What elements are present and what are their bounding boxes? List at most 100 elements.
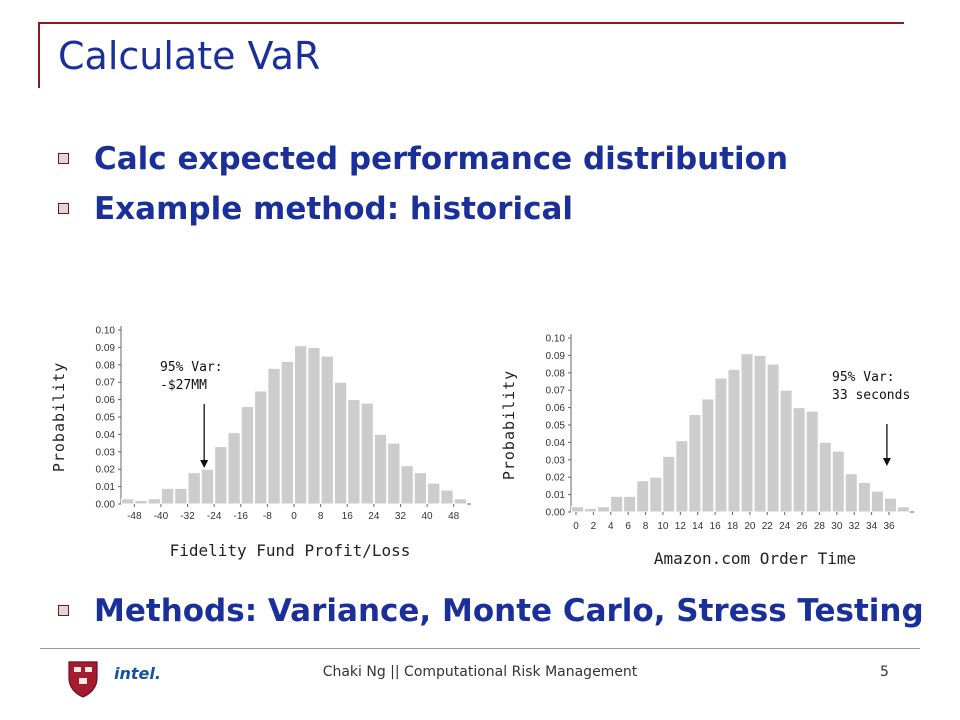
- bullet-text: Calc expected performance distribution: [94, 141, 789, 177]
- y-tick-label: 0.01: [96, 482, 116, 493]
- histogram-bar: [160, 487, 175, 505]
- plot-area: 0.00 0.01 0.02 0.03 0.04 0.05 0.06 0.07 0.08 0.09…: [500, 334, 914, 568]
- histogram-bar: [662, 455, 676, 513]
- y-tick-label: 0.10: [96, 326, 116, 337]
- histogram-bar: [254, 390, 268, 505]
- y-tick-label: 0.09: [96, 343, 116, 354]
- histogram-bar: [688, 414, 702, 513]
- histogram-bar: [187, 472, 201, 505]
- histogram-bar: [267, 367, 281, 505]
- x-tick-label: 48: [448, 511, 460, 522]
- square-bullet-icon: [58, 203, 69, 214]
- histogram-bar: [675, 440, 689, 513]
- x-tick-label: -40: [154, 511, 169, 522]
- histogram-bar: [240, 406, 255, 505]
- x-tick-label: -8: [263, 511, 272, 522]
- histogram-bar: [649, 476, 663, 513]
- histogram-bar: [610, 495, 624, 513]
- x-tick-label: 0: [573, 521, 579, 532]
- y-tick-label: 0.09: [546, 351, 566, 362]
- var-annotation-line2: 33 seconds: [832, 388, 910, 403]
- y-tick-label: 0.05: [546, 421, 566, 432]
- x-tick-label: -24: [207, 511, 222, 522]
- x-tick-label: 26: [796, 521, 808, 532]
- x-tick-label: 18: [727, 521, 739, 532]
- histogram-bar: [857, 481, 871, 513]
- x-tick-label: -32: [180, 511, 195, 522]
- x-tick-label: 20: [744, 521, 756, 532]
- bullet-text: Example method: historical: [94, 191, 574, 227]
- histogram-bar: [400, 465, 414, 505]
- y-tick-label: 0.07: [96, 378, 116, 389]
- fidelity-histogram-chart: 0.00 0.01 0.02 0.03 0.04 0.05 0.06 0.07 0.08 0.09…: [50, 326, 471, 560]
- histogram-bar: [294, 345, 308, 505]
- y-tick-label: 0.03: [546, 455, 566, 466]
- plot-area: 0.00 0.01 0.02 0.03 0.04 0.05 0.06 0.07 0.08 0.09…: [50, 326, 471, 560]
- x-tick-label: 4: [608, 521, 614, 532]
- histogram-bar: [453, 498, 468, 505]
- histogram-bar: [347, 399, 361, 505]
- x-tick-label: 32: [395, 511, 407, 522]
- histogram-bar: [214, 446, 228, 505]
- histogram-bar: [571, 506, 585, 513]
- x-tick-label: 12: [675, 521, 687, 532]
- title-frame-left: [38, 22, 40, 88]
- x-tick-label: -16: [234, 511, 249, 522]
- histogram-bar: [333, 381, 348, 505]
- y-tick-label: 0.08: [96, 360, 116, 371]
- square-bullet-icon: [58, 605, 69, 616]
- x-tick-label: -48: [127, 511, 142, 522]
- y-tick-label: 0.02: [96, 465, 116, 476]
- var-arrow-head: [882, 458, 891, 466]
- y-tick-label: 0.08: [546, 368, 566, 379]
- histogram-bar: [831, 450, 845, 513]
- histogram-bar: [121, 498, 135, 505]
- bottom-bullet-list: Methods: Variance, Monte Carlo, Stress T…: [58, 590, 924, 632]
- histogram-bar: [896, 506, 911, 513]
- x-axis-label: Amazon.com Order Time: [654, 549, 856, 568]
- histogram-bar: [373, 433, 388, 505]
- x-tick-label: 10: [657, 521, 669, 532]
- histogram-bar: [727, 368, 741, 513]
- histogram-bar: [320, 355, 334, 505]
- histogram-bar: [134, 500, 148, 505]
- histogram-bar: [584, 508, 598, 513]
- y-tick-label: 0.00: [546, 508, 566, 519]
- harvard-shield-icon: [68, 661, 98, 698]
- y-tick-label: 0.01: [546, 490, 566, 501]
- histogram-bar: [307, 346, 321, 505]
- histogram-bar: [805, 410, 819, 513]
- y-tick-label: 0.07: [546, 386, 566, 397]
- var-annotation-line2: -$27MM: [160, 378, 207, 393]
- bullet-text: Methods: Variance, Monte Carlo, Stress T…: [94, 593, 924, 629]
- footer-text: Chaki Ng || Computational Risk Managemen…: [322, 664, 638, 680]
- x-tick-label: 22: [762, 521, 774, 532]
- title-frame-top: [38, 22, 904, 24]
- x-tick-label: 30: [831, 521, 843, 532]
- histogram-bar: [413, 472, 428, 505]
- y-tick-label: 0.06: [546, 403, 566, 414]
- var-annotation-line1: 95% Var:: [832, 370, 895, 385]
- x-tick-label: 24: [368, 511, 380, 522]
- histogram-bar: [883, 497, 897, 513]
- bullet-item: Methods: Variance, Monte Carlo, Stress T…: [58, 590, 924, 632]
- y-tick-label: 0.06: [96, 395, 116, 406]
- histogram-bar: [387, 442, 401, 505]
- histogram-bar: [636, 480, 650, 513]
- x-tick-label: 6: [625, 521, 631, 532]
- histogram-bar: [147, 498, 161, 505]
- histogram-bar: [714, 377, 728, 513]
- histogram-bar: [623, 495, 637, 513]
- intel-logo: intel.: [114, 664, 161, 683]
- footer-divider: [40, 648, 920, 649]
- y-tick-label: 0.00: [96, 500, 116, 511]
- histogram-bar: [844, 473, 858, 513]
- x-tick-label: 16: [710, 521, 722, 532]
- histogram-bar: [766, 363, 780, 513]
- bullet-item: Example method: historical: [58, 188, 788, 238]
- y-axis-label: Probability: [500, 370, 518, 480]
- bullet-list: Calc expected performance distribution E…: [58, 138, 788, 238]
- bullet-item: Calc expected performance distribution: [58, 138, 788, 188]
- y-tick-label: 0.03: [96, 447, 116, 458]
- histogram-bar: [818, 441, 832, 513]
